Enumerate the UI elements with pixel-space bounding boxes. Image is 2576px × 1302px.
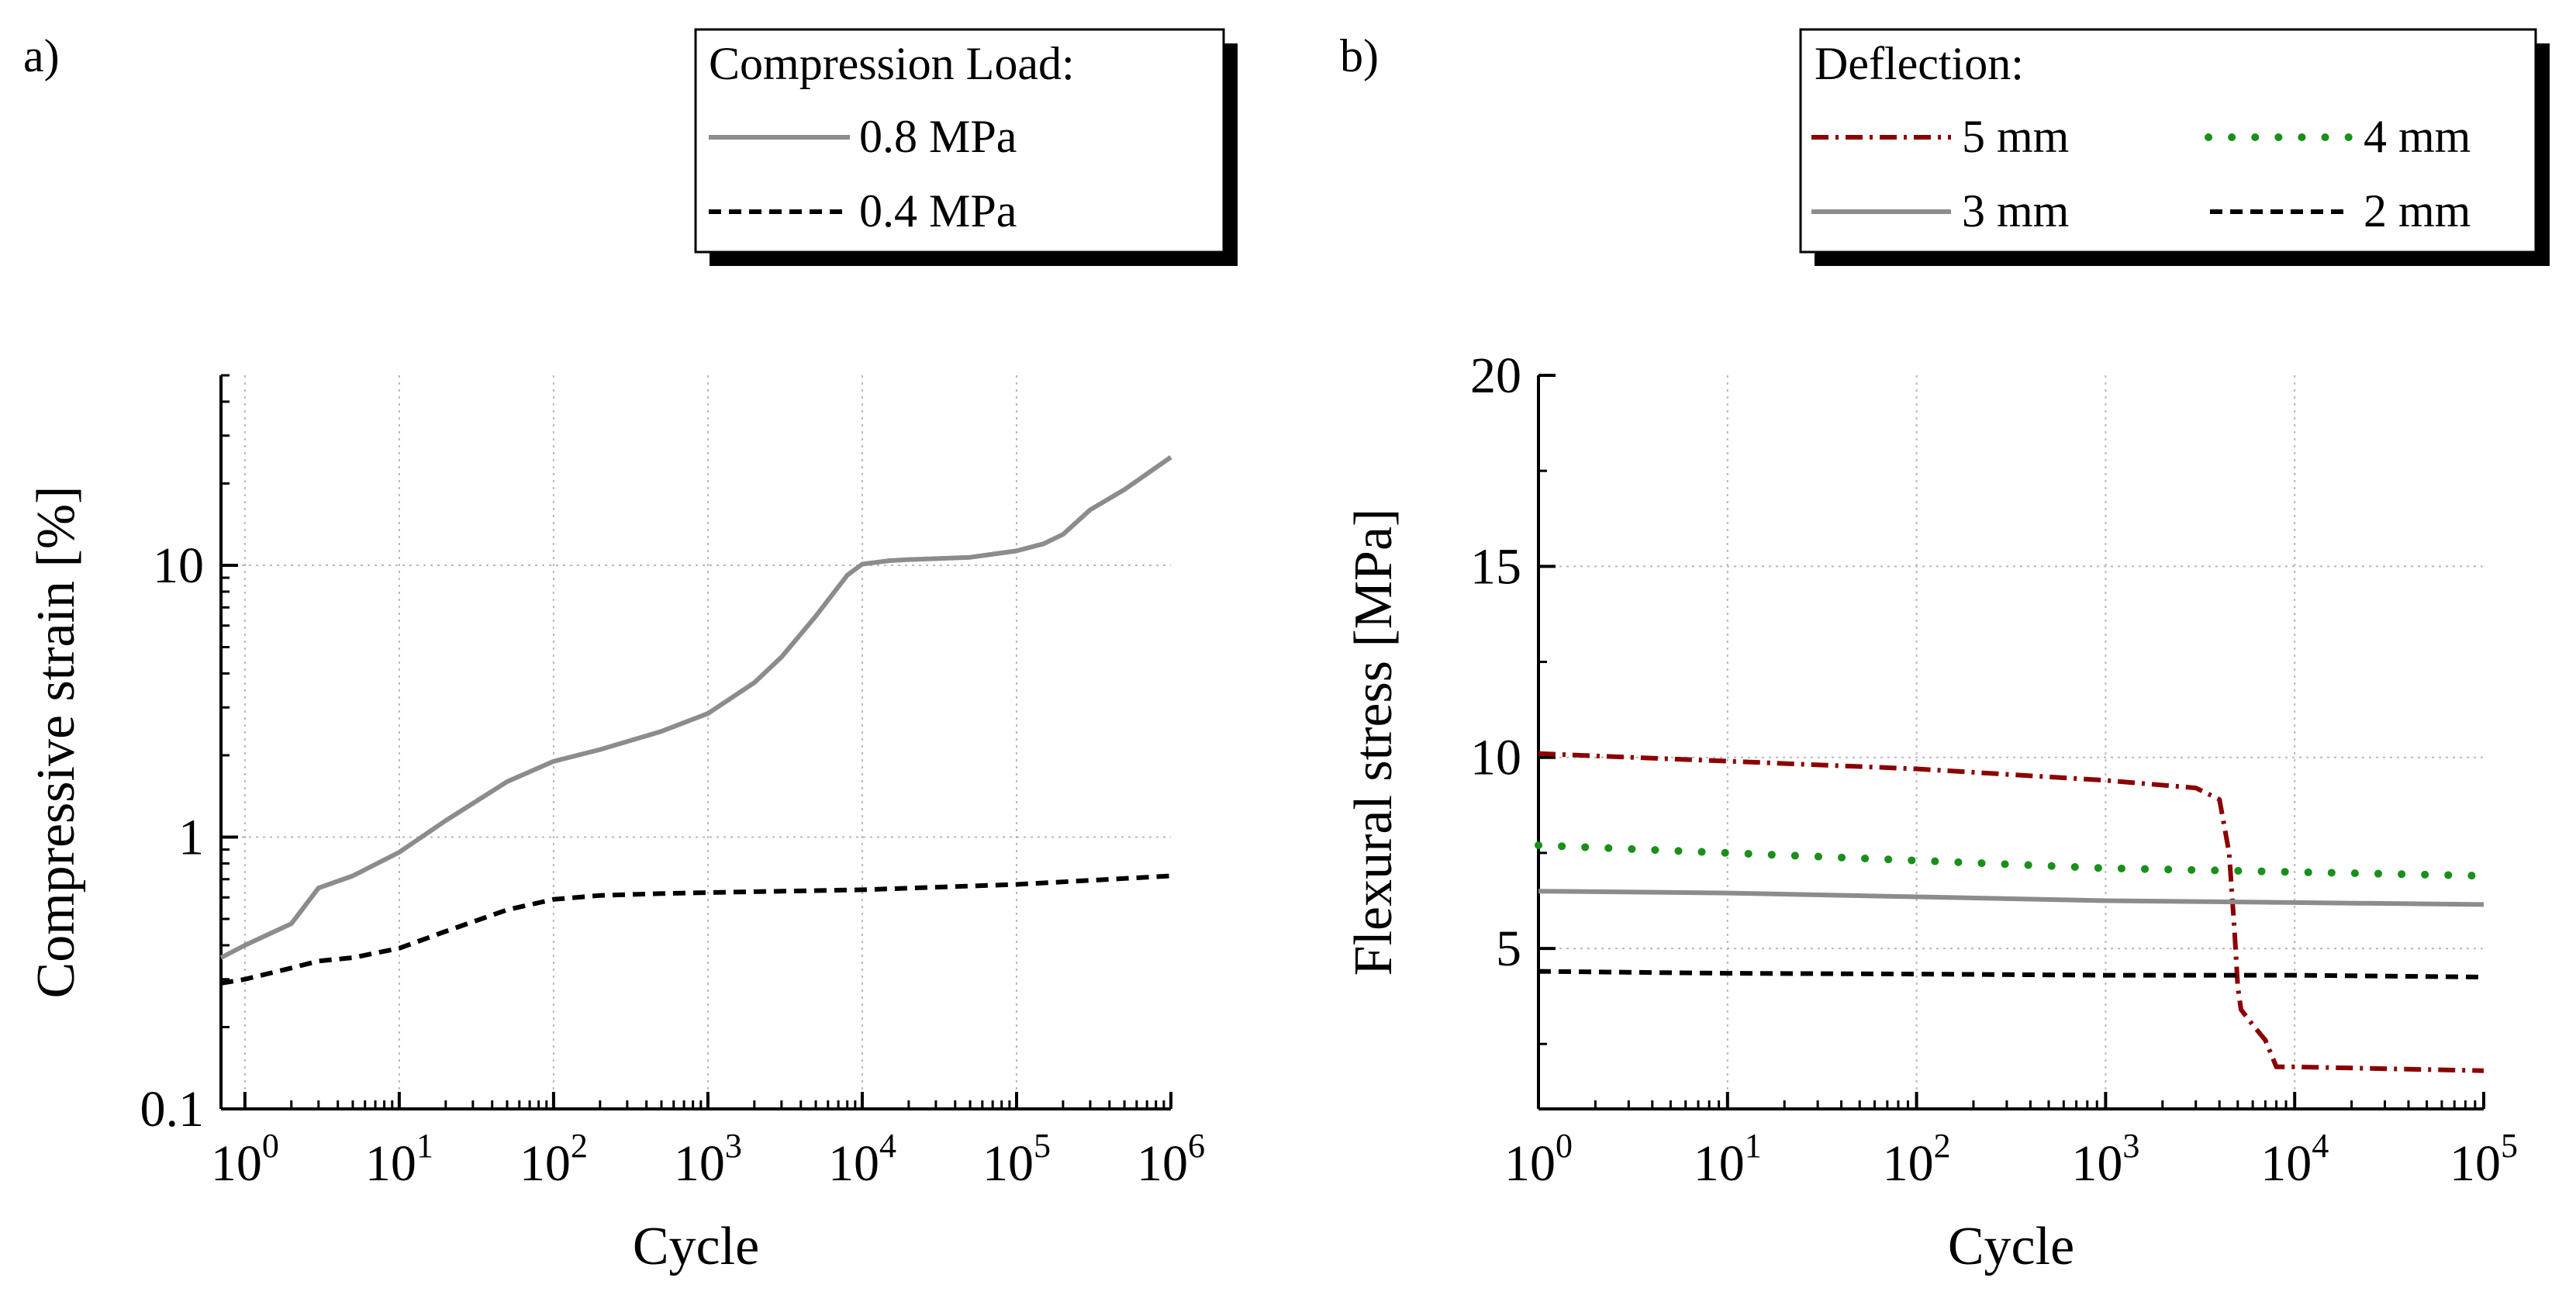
- x-tick-label-b-2: 102: [1883, 1127, 1951, 1192]
- x-tick-label-b-3: 103: [2071, 1127, 2139, 1192]
- x-axis-title-b: Cycle: [1948, 1217, 2074, 1276]
- legend-a-entry-0.8-mpa: 0.8 MPa: [859, 111, 1017, 162]
- series-a-0-8-mpa-line: [219, 455, 1172, 960]
- series-b-2-mm-line: [1538, 969, 2484, 979]
- x-tick-label-b-1: 101: [1694, 1127, 1762, 1192]
- x-tick-label-a-2: 102: [520, 1127, 588, 1192]
- y-tick-label-b-1: 10: [1470, 730, 1521, 786]
- series-b-4-mm-line: [1535, 841, 2488, 880]
- y-tick-label-a-2: 10: [153, 537, 204, 594]
- x-tick-label-a-3: 103: [674, 1127, 742, 1192]
- x-tick-label-b-4: 104: [2260, 1127, 2329, 1192]
- y-tick-label-b-2: 15: [1470, 538, 1521, 595]
- x-axis-title-a: Cycle: [633, 1217, 759, 1276]
- legend-b-box: [1799, 28, 2537, 254]
- y-tick-label-a-1: 1: [178, 809, 204, 865]
- legend-b-entry-5mm: 5 mm: [1962, 111, 2069, 162]
- plot-flexural-stress: 100 101 102 103 104 105 5 10 15 20 Cycle Flexural s…: [1344, 347, 2518, 1276]
- y-axis-title-a: Compressive strain [%]: [26, 486, 86, 999]
- legend-b-title: Deflection:: [1815, 38, 2024, 89]
- x-tick-label-a-0: 100: [211, 1127, 279, 1192]
- panel-a-label: a): [23, 30, 60, 81]
- y-tick-label-b-3: 20: [1470, 347, 1521, 404]
- legend-a-entry-0.4-mpa: 0.4 MPa: [859, 185, 1017, 237]
- x-tick-label-a-6: 106: [1137, 1127, 1205, 1192]
- y-tick-label-a-0: 0.1: [140, 1081, 205, 1138]
- series-b-3-mm-line: [1538, 889, 2484, 907]
- legend-compression-load: Compression Load: 0.8 MPa 0.4 MPa: [694, 28, 1238, 266]
- x-tick-label-b-0: 100: [1504, 1127, 1573, 1192]
- y-axis-title-b: Flexural stress [MPa]: [1344, 509, 1404, 976]
- x-tick-label-a-1: 101: [365, 1127, 433, 1192]
- legend-b-entry-2mm: 2 mm: [2364, 185, 2471, 237]
- legend-deflection: Deflection: 5 mm 4 mm 3 mm 2 mm: [1799, 28, 2550, 266]
- legend-a-box: [694, 28, 1225, 254]
- x-tick-label-b-5: 105: [2450, 1127, 2518, 1192]
- series-a-0-4-mpa-line: [220, 873, 1172, 986]
- y-tick-label-b-0: 5: [1496, 920, 1521, 977]
- x-tick-label-a-4: 104: [828, 1127, 896, 1192]
- panel-b-label: b): [1340, 30, 1379, 81]
- series-b-5-mm-line: [1538, 751, 2484, 1073]
- x-tick-label-a-5: 105: [982, 1127, 1051, 1192]
- legend-a-title: Compression Load:: [709, 38, 1075, 89]
- plot-compressive-strain: 100 101 102 103 104 105 106 0.1 1 10 Cycle Compress…: [26, 374, 1205, 1276]
- legend-b-entry-3mm: 3 mm: [1962, 185, 2069, 237]
- legend-b-entry-4mm: 4 mm: [2364, 111, 2471, 162]
